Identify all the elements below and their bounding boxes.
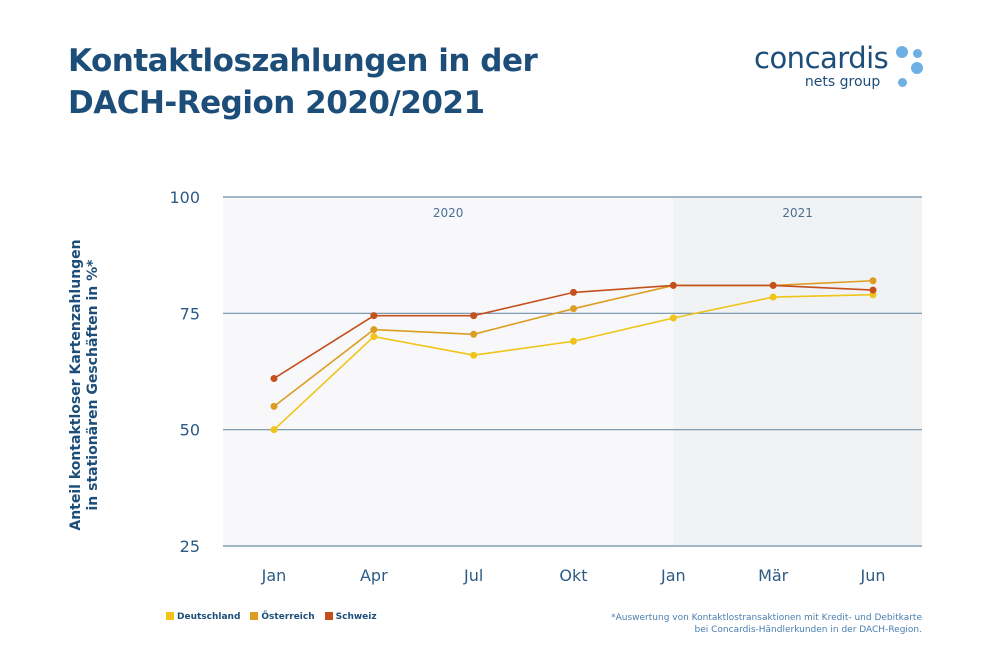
legend-swatch xyxy=(324,612,333,620)
logo-main-text: concardis xyxy=(754,41,889,75)
y-tick-label: 100 xyxy=(169,188,200,207)
x-tick-label: Apr xyxy=(360,566,388,585)
y-tick-label: 25 xyxy=(180,537,200,556)
legend-item-schweiz: Schweiz xyxy=(324,612,377,622)
data-point-sterreich xyxy=(270,402,278,410)
page-title: Kontaktloszahlungen in der DACH-Region 2… xyxy=(68,40,538,124)
legend-item-oesterreich: Österreich xyxy=(250,612,315,622)
data-point-deutschland xyxy=(270,426,278,434)
data-point-schweiz xyxy=(769,281,777,289)
legend-swatch xyxy=(166,612,174,620)
legend-label: Deutschland xyxy=(177,612,241,622)
x-tick-label: Okt xyxy=(559,566,587,585)
x-tick-label: Jun xyxy=(860,566,886,585)
x-tick-label: Mär xyxy=(758,566,789,585)
footnote-line-2: bei Concardis-Händlerkunden in der DACH-… xyxy=(694,625,922,635)
data-point-schweiz xyxy=(669,281,677,289)
concardis-logo: concardis nets group xyxy=(754,41,923,90)
footnote-line-1: *Auswertung von Kontaktlostransaktionen … xyxy=(611,613,922,623)
legend-item-deutschland: Deutschland xyxy=(166,612,240,622)
data-point-sterreich xyxy=(370,326,378,334)
y-axis-label-line-2: in stationären Geschäften in %* xyxy=(85,259,101,511)
data-point-schweiz xyxy=(570,288,577,296)
data-point-sterreich xyxy=(869,277,877,285)
logo-dot-icon xyxy=(896,46,908,58)
legend: Deutschland Österreich Schweiz xyxy=(166,612,377,622)
legend-swatch xyxy=(250,612,259,620)
title-line-1: Kontaktloszahlungen in der xyxy=(68,43,538,79)
legend-label: Schweiz xyxy=(335,612,377,622)
x-tick-label: Jan xyxy=(261,566,287,585)
logo-dot-icon xyxy=(913,49,922,58)
legend-label: Österreich xyxy=(261,612,315,622)
data-point-deutschland xyxy=(370,333,378,341)
y-tick-label: 75 xyxy=(180,304,200,323)
plot-background-2021 xyxy=(673,197,922,546)
plot-background-2020 xyxy=(223,197,674,546)
logo-dot-icon xyxy=(911,62,923,74)
x-tick-label: Jan xyxy=(660,566,686,585)
title-line-2: DACH-Region 2020/2021 xyxy=(68,85,485,121)
data-point-deutschland xyxy=(470,351,478,359)
y-axis-label: Anteil kontaktloser Kartenzahlungen in s… xyxy=(68,215,102,555)
y-tick-label: 50 xyxy=(180,421,200,440)
y-axis-label-line-1: Anteil kontaktloser Kartenzahlungen xyxy=(68,239,84,531)
data-point-deutschland xyxy=(570,337,577,345)
data-point-schweiz xyxy=(370,312,378,320)
x-tick-label: Jul xyxy=(463,566,483,585)
data-point-sterreich xyxy=(570,305,577,313)
data-point-schweiz xyxy=(270,374,278,382)
logo-sub-text: nets group xyxy=(804,74,881,90)
footnote: *Auswertung von Kontaktlostransaktionen … xyxy=(611,612,922,636)
period-label-2020: 2020 xyxy=(433,206,464,220)
data-point-schweiz xyxy=(470,312,478,320)
period-label-2021: 2021 xyxy=(782,206,813,220)
data-point-deutschland xyxy=(669,314,677,322)
data-point-sterreich xyxy=(470,330,478,338)
logo-dot-icon xyxy=(898,78,907,87)
data-point-schweiz xyxy=(869,286,877,294)
data-point-deutschland xyxy=(769,293,777,301)
